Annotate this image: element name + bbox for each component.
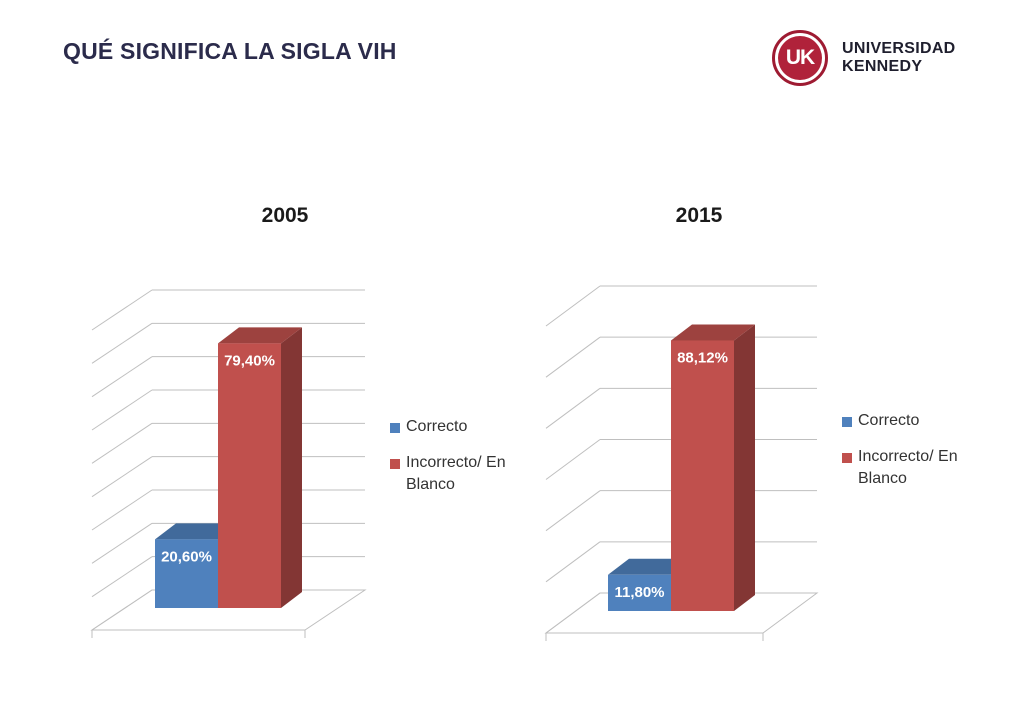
chart-2015-legend-item: Incorrecto/ En Blanco	[842, 446, 988, 490]
chart-2015-bar-incorrecto-top	[671, 324, 755, 341]
chart-2005-bar-incorrecto-top	[218, 327, 302, 344]
chart-2005-gridline-side	[91, 456, 153, 498]
chart-2005-gridline-side	[91, 389, 153, 431]
chart-2015-gridline-side	[545, 336, 601, 378]
chart-2015-gridline-side	[545, 285, 601, 327]
chart-2005-gridline-side	[91, 522, 153, 564]
chart-2005-gridline-side	[91, 422, 153, 464]
page-title: QUÉ SIGNIFICA LA SIGLA VIH	[63, 38, 397, 64]
chart-2015-bar-incorrecto-label: 88,12%	[677, 349, 728, 366]
chart-2005-legend-label: Incorrecto/ En Blanco	[406, 454, 506, 493]
chart-2005-legend-label: Correcto	[406, 418, 468, 435]
chart-2015-legend-swatch	[842, 417, 852, 427]
logo-mark: UK	[778, 36, 822, 80]
logo-ring	[772, 30, 828, 86]
chart-2005-legend: Correcto Incorrecto/ En Blanco	[390, 416, 536, 510]
chart-2015-legend-item: Correcto	[842, 410, 988, 432]
chart-2015-gridline-side	[545, 490, 601, 532]
chart-2015-legend-label: Correcto	[858, 412, 920, 429]
chart-2005-legend-swatch	[390, 423, 400, 433]
chart-2005: 2005 20,60% 79,40% Correcto Incorrecto/ En …	[60, 190, 520, 660]
chart-2005-bar-incorrecto-side	[281, 327, 302, 608]
chart-2015-gridline-side	[545, 541, 601, 583]
chart-2015-legend-label: Incorrecto/ En Blanco	[858, 448, 958, 487]
chart-2005-bar-incorrecto-label: 79,40%	[224, 352, 275, 369]
chart-2005-gridline-side	[91, 289, 153, 331]
chart-2015-legend: Correcto Incorrecto/ En Blanco	[842, 410, 988, 504]
chart-2015: 2015 11,80% 88,12% Correcto Incorrecto/ En …	[512, 190, 972, 660]
chart-2005-bar-correcto-label: 20,60%	[161, 548, 212, 565]
chart-2015-gridline-side	[545, 387, 601, 429]
university-logo: UK UNIVERSIDAD KENNEDY	[770, 28, 970, 90]
chart-2015-bar-incorrecto	[671, 340, 734, 611]
chart-2005-gridline-side	[91, 356, 153, 398]
chart-2005-svg: 2005 20,60% 79,40%	[90, 204, 367, 638]
chart-2005-gridline-side	[91, 489, 153, 531]
chart-2015-bar-correcto-label: 11,80%	[614, 584, 664, 601]
chart-2015-gridline-side	[545, 439, 601, 480]
chart-2015-title: 2015	[676, 204, 723, 227]
chart-2015-bar-correcto	[608, 574, 671, 611]
chart-2005-legend-swatch	[390, 459, 400, 469]
logo-text-line1: UNIVERSIDAD	[842, 40, 956, 57]
logo-text-line2: KENNEDY	[842, 58, 923, 75]
chart-2005-bar-correcto	[155, 539, 218, 608]
chart-2015-bar-incorrecto-side	[734, 324, 755, 611]
chart-2005-legend-item: Incorrecto/ En Blanco	[390, 452, 536, 496]
chart-2005-bar-incorrecto	[218, 343, 281, 608]
chart-2005-legend-item: Correcto	[390, 416, 536, 438]
chart-2005-title: 2005	[262, 204, 309, 227]
chart-2005-gridline-side	[91, 556, 153, 598]
chart-2015-legend-swatch	[842, 453, 852, 463]
chart-2005-gridline-side	[91, 322, 153, 364]
chart-2015-svg: 2015 11,80% 88,12%	[544, 204, 819, 641]
